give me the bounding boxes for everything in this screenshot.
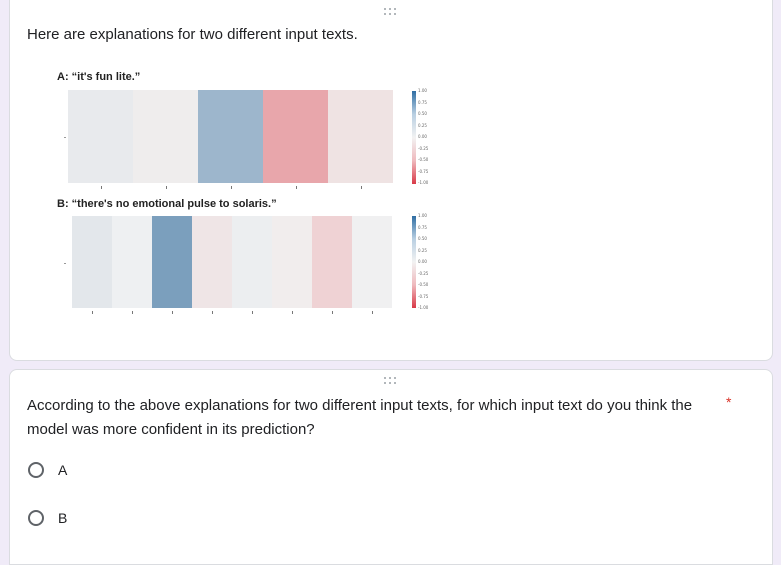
drag-handle-icon[interactable] bbox=[384, 377, 398, 385]
heatmap-xtick bbox=[165, 186, 167, 189]
colorbar-tick-label: 0.25 bbox=[418, 247, 427, 253]
heatmap-xtick bbox=[332, 311, 333, 314]
colorbar-tick-label: -0.25 bbox=[418, 145, 429, 151]
heatmap-a-label: A: “it's fun lite.” bbox=[57, 71, 141, 83]
heatmap-cell bbox=[133, 90, 198, 183]
colorbar-tick-label: -0.75 bbox=[418, 168, 429, 174]
heatmap-cell bbox=[352, 216, 392, 308]
colorbar-tick-label: 0.75 bbox=[418, 99, 427, 105]
heatmap-b-ytick bbox=[64, 263, 66, 264]
option-b[interactable]: B bbox=[28, 510, 67, 526]
heatmap-b-label: B: “there's no emotional pulse to solari… bbox=[57, 198, 277, 210]
heatmap-xtick bbox=[172, 311, 173, 314]
heatmap-cell bbox=[68, 90, 133, 183]
colorbar-tick-label: 0.50 bbox=[418, 236, 427, 241]
heatmap-a-ytick bbox=[64, 137, 66, 138]
question-text: According to the above explanations for … bbox=[27, 397, 693, 438]
colorbar-tick-label: -0.50 bbox=[418, 282, 429, 287]
option-a[interactable]: A bbox=[28, 462, 67, 478]
heatmap-xtick bbox=[100, 186, 102, 189]
radio-unchecked-icon[interactable] bbox=[28, 510, 44, 526]
heatmap-xtick bbox=[372, 311, 373, 314]
intro-text: Here are explanations for two different … bbox=[27, 26, 358, 43]
colorbar-tick-label: 0.75 bbox=[418, 224, 427, 230]
heatmap-xtick bbox=[212, 311, 213, 314]
colorbar-tick-label: -0.25 bbox=[418, 270, 429, 276]
heatmap-xtick bbox=[252, 311, 253, 314]
heatmap-xtick bbox=[292, 311, 293, 314]
colorbar-tick-label: -1.00 bbox=[418, 305, 429, 310]
heatmap-xtick bbox=[132, 311, 133, 314]
colorbar-tick-label: 0.25 bbox=[418, 122, 427, 128]
heatmap-cell bbox=[263, 90, 328, 183]
heatmap-b bbox=[72, 216, 392, 308]
colorbar-tick-label: 0.50 bbox=[418, 111, 427, 116]
option-a-label: A bbox=[58, 462, 68, 478]
heatmap-a bbox=[68, 90, 393, 183]
option-b-label: B bbox=[58, 510, 68, 526]
colorbar-tick-label: -1.00 bbox=[418, 180, 429, 185]
radio-unchecked-icon[interactable] bbox=[28, 462, 44, 478]
heatmap-cell bbox=[198, 90, 263, 183]
colorbar-tick-label: -0.50 bbox=[418, 157, 429, 162]
heatmap-cell bbox=[312, 216, 352, 308]
colorbar-tick-label: 1.00 bbox=[418, 213, 427, 218]
colorbar-tick-label: -0.75 bbox=[418, 293, 429, 299]
heatmap-cell bbox=[72, 216, 112, 308]
heatmap-xtick bbox=[360, 186, 362, 189]
heatmap-cell bbox=[112, 216, 152, 308]
question-card bbox=[9, 369, 773, 565]
heatmap-cell bbox=[192, 216, 232, 308]
colorbar-tick-label: 1.00 bbox=[418, 88, 427, 93]
heatmap-cell bbox=[232, 216, 272, 308]
heatmap-xtick bbox=[230, 186, 232, 189]
required-asterisk: * bbox=[726, 394, 732, 410]
heatmap-a-colorbar-labels: 1.00 0.75 0.50 0.25 0.00 -0.25 -0.50 -0.75 -1.00 bbox=[418, 89, 428, 185]
heatmap-cell bbox=[272, 216, 312, 308]
drag-handle-icon[interactable] bbox=[384, 8, 398, 16]
colorbar-tick-label: 0.00 bbox=[418, 134, 427, 139]
heatmap-a-colorbar bbox=[412, 91, 416, 184]
heatmap-xtick bbox=[92, 311, 93, 314]
heatmap-xtick bbox=[295, 186, 297, 189]
heatmap-b-colorbar-labels: 1.00 0.75 0.50 0.25 0.00 -0.25 -0.50 -0.75 -1.00 bbox=[418, 214, 428, 310]
heatmap-b-colorbar bbox=[412, 216, 416, 308]
colorbar-tick-label: 0.00 bbox=[418, 259, 427, 264]
heatmap-cell bbox=[328, 90, 393, 183]
heatmap-cell bbox=[152, 216, 192, 308]
